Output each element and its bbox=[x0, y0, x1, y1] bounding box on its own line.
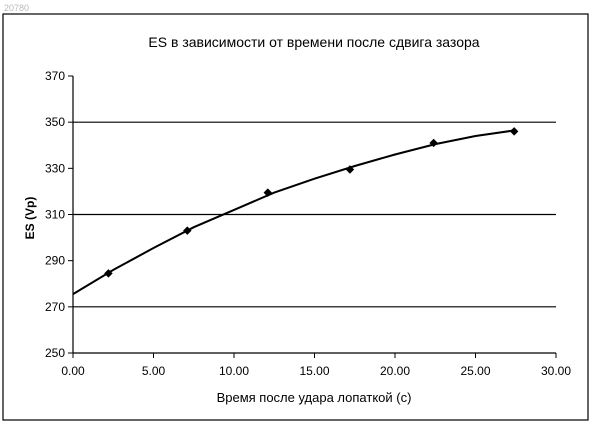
data-point bbox=[263, 188, 273, 197]
data-point bbox=[183, 226, 192, 235]
chart-frame bbox=[2, 13, 589, 421]
y-tick-label: 370 bbox=[45, 69, 65, 83]
watermark: 20780 bbox=[4, 3, 29, 13]
trendline bbox=[72, 129, 516, 295]
x-tick-label: 5.00 bbox=[142, 364, 166, 378]
x-tick-labels: 0.00 5.00 10.00 15.00 20.00 25.00 30.00 bbox=[61, 364, 571, 378]
y-tick-label: 330 bbox=[45, 161, 65, 175]
y-tick-labels: 250 270 290 310 330 350 370 bbox=[45, 69, 65, 360]
x-tick-label: 0.00 bbox=[61, 364, 85, 378]
axis-ticks bbox=[68, 75, 557, 358]
gridlines bbox=[73, 121, 556, 308]
y-tick-label: 290 bbox=[45, 254, 65, 268]
data-point bbox=[509, 127, 519, 136]
y-axis-title: ES (Vp) bbox=[23, 197, 37, 240]
data-point bbox=[345, 165, 355, 174]
x-tick-label: 15.00 bbox=[299, 364, 329, 378]
x-tick-label: 25.00 bbox=[460, 364, 490, 378]
x-axis-title: Время после удара лопаткой (с) bbox=[217, 390, 412, 405]
chart-title: ES в зависимости от времени после сдвига… bbox=[148, 34, 479, 50]
data-point bbox=[104, 269, 113, 278]
x-tick-label: 30.00 bbox=[541, 364, 571, 378]
x-tick-label: 10.00 bbox=[219, 364, 249, 378]
y-tick-label: 350 bbox=[45, 115, 65, 129]
y-tick-label: 310 bbox=[45, 208, 65, 222]
x-tick-label: 20.00 bbox=[380, 364, 410, 378]
y-tick-label: 270 bbox=[45, 300, 65, 314]
data-series bbox=[72, 127, 519, 295]
data-point bbox=[429, 138, 438, 148]
y-tick-label: 250 bbox=[45, 346, 65, 360]
